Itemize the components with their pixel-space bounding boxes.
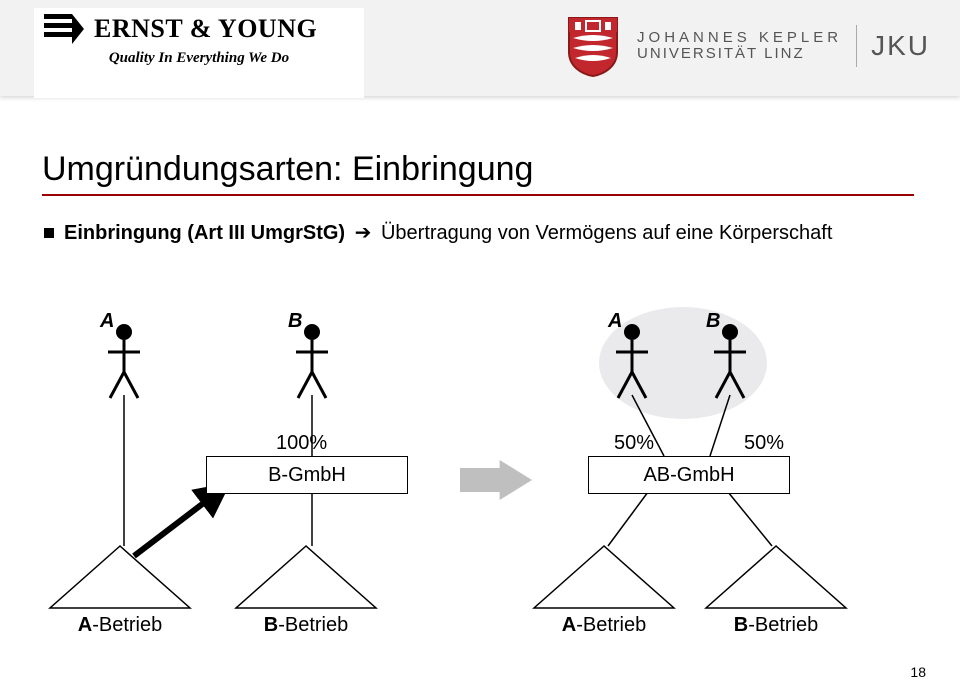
jku-abbrev: JKU xyxy=(871,30,930,62)
shield-icon xyxy=(565,14,621,78)
bullet-lead: Einbringung (Art III UmgrStG) xyxy=(64,222,345,244)
jku-name: JOHANNES KEPLER UNIVERSITÄT LINZ xyxy=(637,30,842,62)
divider-icon xyxy=(856,25,857,67)
person-label: A xyxy=(608,310,622,333)
bullet-tail: Übertragung von Vermögens auf eine Körpe… xyxy=(381,222,832,244)
betrieb-label: B-Betrieb xyxy=(264,614,348,637)
person-label: B xyxy=(288,310,302,333)
jku-logo: JOHANNES KEPLER UNIVERSITÄT LINZ JKU xyxy=(565,14,930,78)
person-label: A xyxy=(100,310,114,333)
arrow-icon: ➔ xyxy=(355,222,372,244)
ey-logo-box: ERNST & YOUNG Quality In Everything We D… xyxy=(34,8,364,98)
jku-line2: UNIVERSITÄT LINZ xyxy=(637,46,842,62)
bullet: Einbringung (Art III UmgrStG) ➔ Übertrag… xyxy=(44,220,832,245)
percent-label: 50% xyxy=(614,432,654,455)
diagram xyxy=(0,0,960,696)
betrieb-label: A-Betrieb xyxy=(562,614,646,637)
percent-label: 50% xyxy=(744,432,784,455)
page-number: 18 xyxy=(910,664,926,680)
ey-tagline: Quality In Everything We Do xyxy=(44,50,354,67)
person-label: B xyxy=(706,310,720,333)
ey-name: ERNST & YOUNG xyxy=(94,14,317,44)
betrieb-label: A-Betrieb xyxy=(78,614,162,637)
title-rule xyxy=(42,194,914,196)
page-title: Umgründungsarten: Einbringung xyxy=(42,150,533,189)
betrieb-label: B-Betrieb xyxy=(734,614,818,637)
company-box: AB-GmbH xyxy=(588,456,790,494)
company-box: B-GmbH xyxy=(206,456,408,494)
bullet-icon xyxy=(44,228,54,238)
jku-line1: JOHANNES KEPLER xyxy=(637,30,842,46)
percent-label: 100% xyxy=(276,432,327,455)
ey-mark-icon xyxy=(44,14,84,44)
